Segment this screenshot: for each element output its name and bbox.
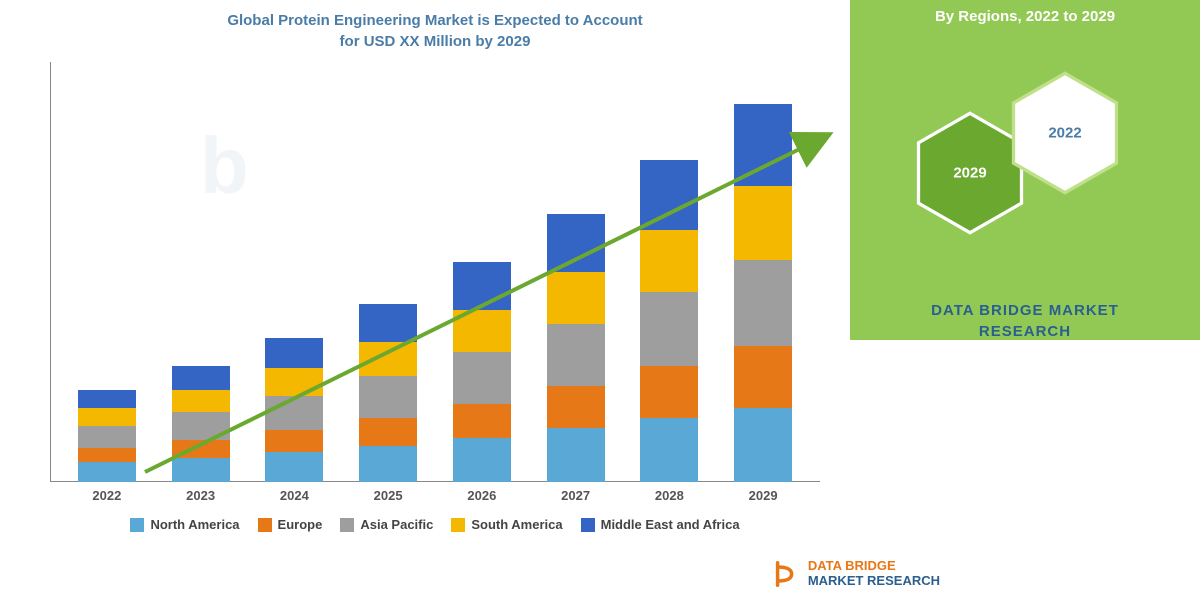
x-label: 2024 [265, 488, 323, 503]
chart-container: Global Protein Engineering Market is Exp… [0, 0, 1200, 600]
bar-segment [359, 376, 417, 418]
footer-logo-bottom: MARKET RESEARCH [808, 573, 940, 588]
bar-segment [453, 404, 511, 438]
legend-item: South America [451, 517, 562, 532]
bar-2023 [172, 366, 230, 482]
chart-canvas [50, 62, 820, 482]
legend-swatch [130, 518, 144, 532]
bar-segment [453, 352, 511, 404]
bar-segment [265, 368, 323, 396]
bar-segment [78, 390, 136, 408]
hex-badges: 2029 2022 [915, 60, 1135, 260]
legend-item: Asia Pacific [340, 517, 433, 532]
bar-segment [734, 260, 792, 346]
legend: North America Europe Asia Pacific South Ame… [40, 517, 830, 532]
footer-logo-top: DATA BRIDGE [808, 558, 896, 573]
bar-segment [359, 418, 417, 446]
bar-segment [547, 324, 605, 386]
chart-area: Global Protein Engineering Market is Exp… [0, 0, 850, 600]
bar-segment [734, 408, 792, 482]
bar-segment [734, 186, 792, 260]
hex-2022-label: 2022 [1048, 125, 1081, 142]
bar-segment [547, 272, 605, 324]
bar-segment [78, 408, 136, 426]
hex-2029-label: 2029 [953, 165, 986, 182]
brand-line2: RESEARCH [979, 323, 1071, 340]
bar-2028 [640, 160, 698, 482]
x-label: 2025 [359, 488, 417, 503]
chart-title-line1: Global Protein Engineering Market is Exp… [227, 12, 642, 29]
brand-line1: DATA BRIDGE MARKET [931, 302, 1119, 319]
bar-segment [640, 160, 698, 230]
bar-segment [734, 104, 792, 186]
bar-segment [453, 262, 511, 310]
bar-segment [78, 462, 136, 482]
bar-segment [453, 438, 511, 482]
bar-segment [265, 396, 323, 430]
legend-item: Middle East and Africa [581, 517, 740, 532]
bar-2025 [359, 304, 417, 482]
bar-2022 [78, 390, 136, 482]
bar-segment [640, 292, 698, 366]
legend-item: Europe [258, 517, 323, 532]
bar-segment [78, 448, 136, 462]
bar-segment [265, 430, 323, 452]
bar-segment [547, 428, 605, 482]
legend-label: Asia Pacific [360, 517, 433, 532]
legend-swatch [581, 518, 595, 532]
legend-swatch [340, 518, 354, 532]
bar-2029 [734, 104, 792, 482]
bar-segment [265, 338, 323, 368]
hex-2022: 2022 [1010, 70, 1120, 196]
legend-label: Europe [278, 517, 323, 532]
bar-segment [172, 390, 230, 412]
bar-segment [172, 458, 230, 482]
x-label: 2027 [547, 488, 605, 503]
side-panel: By Regions, 2022 to 2029 2029 2022 DATA … [850, 0, 1200, 600]
x-label: 2022 [78, 488, 136, 503]
legend-swatch [451, 518, 465, 532]
bar-segment [359, 446, 417, 482]
bar-segment [78, 426, 136, 448]
bar-2026 [453, 262, 511, 482]
bars-group [50, 62, 820, 482]
x-label: 2029 [734, 488, 792, 503]
legend-label: Middle East and Africa [601, 517, 740, 532]
bar-segment [172, 366, 230, 390]
bar-segment [453, 310, 511, 352]
brand-text: DATA BRIDGE MARKET RESEARCH [850, 300, 1200, 342]
bar-segment [265, 452, 323, 482]
x-axis-labels: 2022 2023 2024 2025 2026 2027 2028 2029 [50, 482, 820, 503]
side-title: By Regions, 2022 to 2029 [935, 8, 1115, 25]
bar-segment [359, 342, 417, 376]
bar-segment [172, 440, 230, 458]
bar-2024 [265, 338, 323, 482]
chart-title: Global Protein Engineering Market is Exp… [40, 10, 830, 52]
bar-2027 [547, 214, 605, 482]
chart-title-line2: for USD XX Million by 2029 [340, 33, 531, 50]
hex-2029: 2029 [915, 110, 1025, 236]
legend-label: North America [150, 517, 239, 532]
footer-logo: DATA BRIDGE MARKET RESEARCH [772, 559, 940, 588]
legend-swatch [258, 518, 272, 532]
bar-segment [640, 366, 698, 418]
x-label: 2023 [172, 488, 230, 503]
bar-segment [640, 230, 698, 292]
bar-segment [734, 346, 792, 408]
legend-item: North America [130, 517, 239, 532]
bar-segment [547, 386, 605, 428]
bar-segment [172, 412, 230, 440]
bar-segment [359, 304, 417, 342]
bar-segment [640, 418, 698, 482]
bar-segment [547, 214, 605, 272]
legend-label: South America [471, 517, 562, 532]
footer-logo-text: DATA BRIDGE MARKET RESEARCH [808, 559, 940, 588]
x-label: 2028 [640, 488, 698, 503]
footer-logo-icon [772, 560, 800, 588]
x-label: 2026 [453, 488, 511, 503]
